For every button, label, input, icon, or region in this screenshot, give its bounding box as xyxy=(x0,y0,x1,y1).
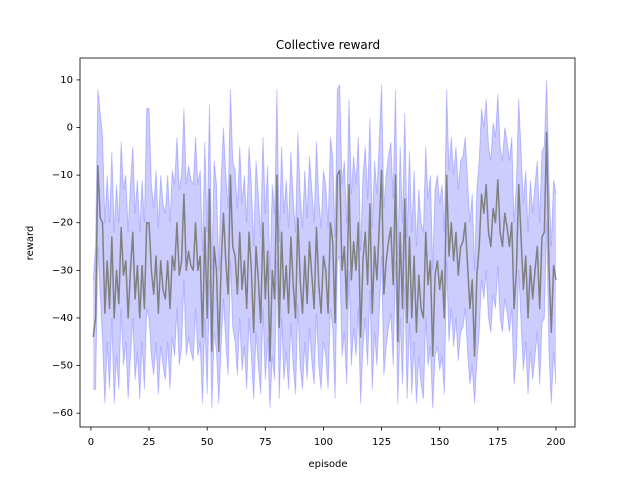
y-tick-label: −50 xyxy=(52,361,73,372)
y-tick-label: 10 xyxy=(60,75,73,86)
y-tick-label: −30 xyxy=(52,265,73,276)
x-tick-label: 25 xyxy=(143,437,156,448)
x-axis-label: episode xyxy=(308,459,347,470)
band-lower xyxy=(93,222,557,409)
series-line xyxy=(92,131,557,362)
plot-frame xyxy=(79,57,576,428)
band-fill xyxy=(93,79,556,409)
band-upper xyxy=(92,79,557,280)
y-tick-label: −10 xyxy=(52,170,73,181)
y-tick-label: −40 xyxy=(52,313,73,324)
y-tick-label: −20 xyxy=(52,218,73,229)
y-tick-label: 0 xyxy=(67,123,73,134)
x-tick-label: 50 xyxy=(201,437,214,448)
x-tick-label: 125 xyxy=(372,437,391,448)
x-tick-label: 200 xyxy=(546,437,565,448)
x-tick-label: 75 xyxy=(259,437,272,448)
y-axis-label: reward xyxy=(25,226,36,261)
x-tick-label: 0 xyxy=(88,437,94,448)
y-tick-label: −60 xyxy=(52,408,73,419)
x-tick-label: 175 xyxy=(488,437,507,448)
chart-title: Collective reward xyxy=(276,38,380,52)
x-tick-label: 150 xyxy=(430,437,449,448)
x-tick-label: 100 xyxy=(314,437,333,448)
